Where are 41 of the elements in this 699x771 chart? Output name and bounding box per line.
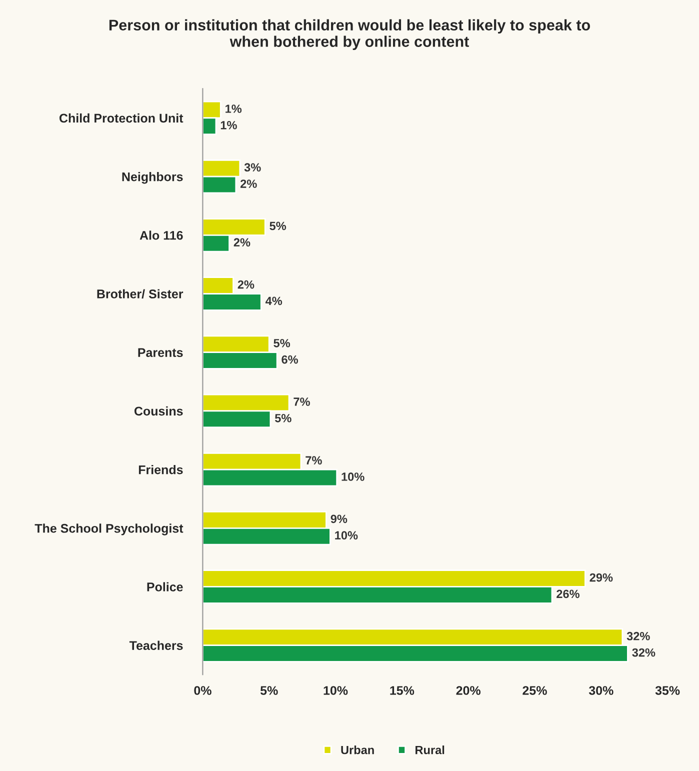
- data-label: 6%: [282, 355, 298, 364]
- data-label: 29%: [590, 573, 613, 582]
- y-tick-label: Cousins: [134, 406, 183, 416]
- y-tick-label: The School Psychologist: [34, 524, 184, 536]
- data-label: 5%: [270, 222, 286, 230]
- x-tick-label: 15%: [390, 686, 414, 695]
- y-tick-label: Friends: [138, 465, 183, 474]
- x-tick-label: 0%: [194, 686, 212, 695]
- data-label: 32%: [632, 648, 656, 657]
- data-label: 26%: [556, 590, 580, 598]
- y-tick-label: Brother/ Sister: [97, 289, 184, 299]
- data-label: 10%: [335, 531, 358, 540]
- data-label: 9%: [330, 514, 348, 524]
- legend-label: Urban: [341, 746, 374, 754]
- x-tick-label: 5%: [260, 686, 278, 695]
- data-label: 2%: [240, 180, 257, 188]
- y-tick-label: Neighbors: [122, 172, 183, 184]
- x-tick-label: 35%: [655, 686, 680, 695]
- data-label: 7%: [306, 456, 322, 464]
- data-label: 1%: [220, 121, 237, 130]
- y-tick-label: Teachers: [129, 640, 183, 650]
- data-label: 5%: [274, 414, 292, 422]
- data-label: 10%: [342, 472, 364, 481]
- x-tick-label: 25%: [522, 686, 547, 695]
- x-tick-label: 10%: [324, 686, 348, 695]
- y-tick-label: Child Protection Unit: [59, 113, 184, 123]
- y-tick-label: Parents: [138, 348, 183, 357]
- x-tick-label: 30%: [588, 686, 614, 695]
- y-tick-label: Alo 116: [140, 230, 183, 240]
- data-label: 32%: [626, 632, 650, 640]
- data-label: 2%: [238, 280, 254, 289]
- data-label: 1%: [226, 104, 242, 113]
- data-label: 3%: [244, 163, 261, 172]
- legend-label: Rural: [416, 746, 444, 754]
- data-label: 4%: [265, 296, 282, 306]
- data-label: 5%: [274, 338, 290, 348]
- data-label: 7%: [294, 398, 310, 406]
- y-tick-label: Police: [147, 582, 183, 592]
- x-tick-label: 20%: [456, 686, 481, 695]
- data-label: 2%: [234, 238, 250, 247]
- chart-title: Person or institution that children would be least likely to speak to when bothered by online content: [109, 19, 590, 50]
